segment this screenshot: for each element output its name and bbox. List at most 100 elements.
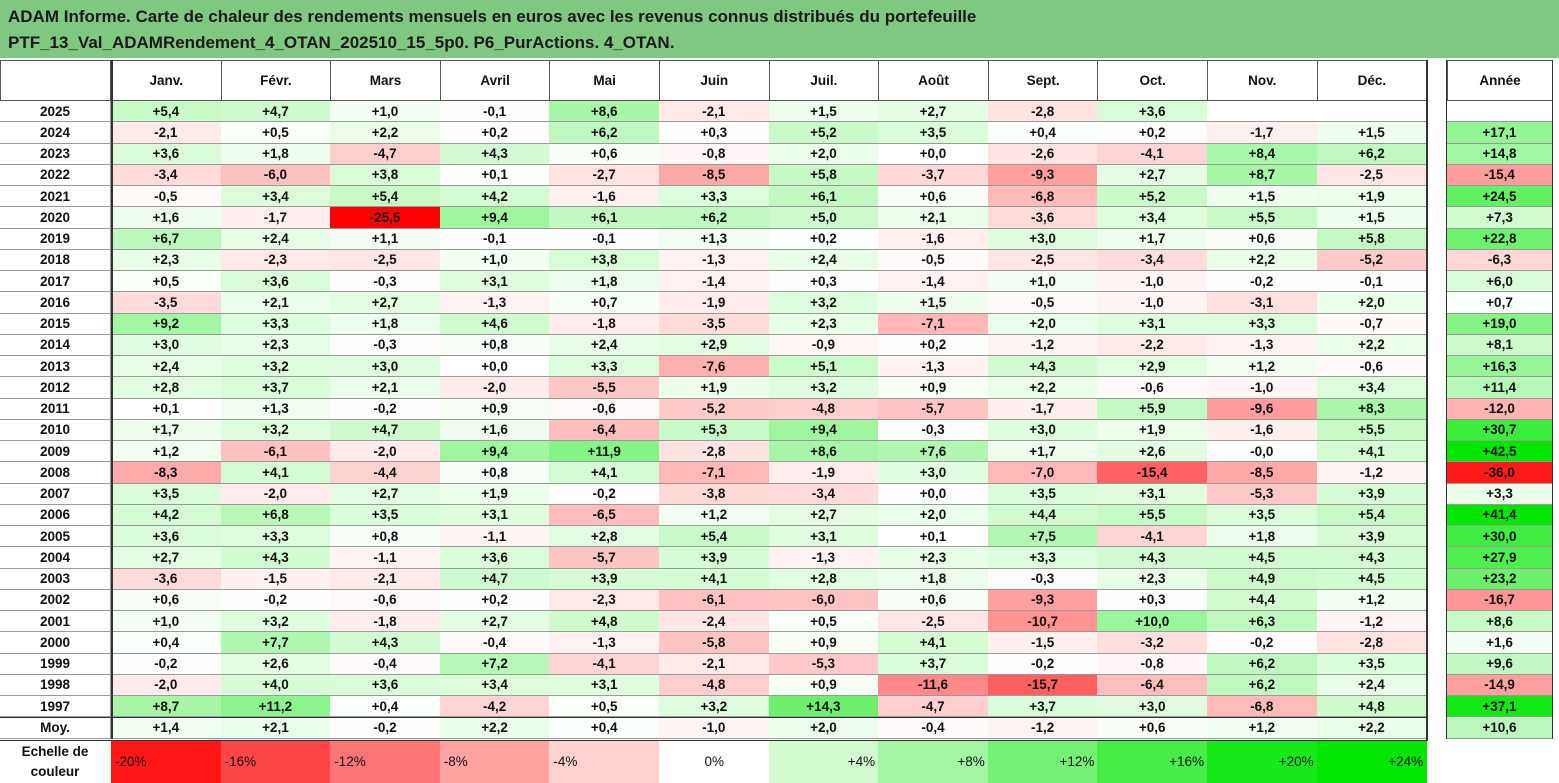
heatmap-cell: -5,3 — [1207, 483, 1318, 505]
heatmap-cell: -5,3 — [768, 653, 880, 675]
heatmap-cell: -4,2 — [439, 696, 551, 718]
heatmap-cell: -7,1 — [659, 462, 770, 484]
heatmap-cell: +2,0 — [1316, 292, 1428, 314]
heatmap-cell: -1,4 — [878, 271, 989, 293]
color-scale-swatch: +8% — [878, 740, 989, 783]
heatmap-cell: +3,7 — [220, 377, 332, 399]
average-cell: +2,2 — [439, 717, 551, 739]
heatmap-cell: -3,6 — [987, 207, 1099, 229]
heatmap-cell: -0,2 — [549, 483, 660, 505]
color-scale-title: Echelle de couleur — [0, 741, 110, 783]
heatmap-cell: -0,5 — [987, 292, 1099, 314]
annual-cell: -14,9 — [1447, 674, 1553, 696]
color-scale-swatch: +24% — [1316, 740, 1428, 783]
heatmap-cell: -1,0 — [1097, 271, 1208, 293]
heatmap-cell: +1,5 — [878, 292, 989, 314]
heatmap-cell: -3,5 — [659, 313, 770, 335]
heatmap-cell: -11,6 — [878, 674, 989, 696]
month-header: Nov. — [1207, 60, 1318, 101]
heatmap-cell: -0,6 — [1316, 356, 1428, 378]
heatmap-cell: -1,4 — [659, 271, 770, 293]
heatmap-cell: -1,7 — [220, 207, 332, 229]
heatmap-cell: +7,6 — [878, 441, 989, 463]
color-scale-swatch: -8% — [439, 740, 551, 783]
year-label: 2014 — [0, 334, 111, 356]
heatmap-cell: +1,2 — [1316, 589, 1428, 611]
heatmap-cell: +3,3 — [220, 526, 332, 548]
heatmap-cell: +2,3 — [111, 249, 222, 271]
year-label: 2006 — [0, 504, 111, 526]
heatmap-cell: -1,8 — [549, 313, 660, 335]
heatmap-cell: -0,3 — [330, 271, 441, 293]
heatmap-cell: -4,8 — [659, 674, 770, 696]
heatmap-cell: +1,7 — [987, 441, 1099, 463]
heatmap-cell: +4,3 — [330, 632, 441, 654]
heatmap-cell: -0,1 — [439, 228, 551, 250]
heatmap-cell: -2,1 — [659, 653, 770, 675]
heatmap-cell: -2,0 — [111, 674, 222, 696]
heatmap-cell: +3,3 — [659, 186, 770, 208]
year-label: 2015 — [0, 313, 111, 335]
heatmap-cell: +0,2 — [768, 228, 880, 250]
heatmap-cell: +0,3 — [659, 122, 770, 144]
heatmap-cell: -7,0 — [987, 462, 1099, 484]
heatmap-cell: +1,9 — [1316, 186, 1428, 208]
heatmap-cell: +5,4 — [659, 526, 770, 548]
annual-cell: +6,0 — [1447, 271, 1553, 293]
year-label: 2022 — [0, 164, 111, 186]
heatmap-cell: +6,2 — [659, 207, 770, 229]
heatmap-cell: +6,3 — [1207, 611, 1318, 633]
heatmap-cell: +0,4 — [987, 122, 1099, 144]
heatmap-cell: -0,2 — [111, 653, 222, 675]
annual-cell: +11,4 — [1447, 377, 1553, 399]
heatmap-cell: +3,6 — [330, 674, 441, 696]
heatmap-cell: +1,0 — [111, 611, 222, 633]
year-label: 2010 — [0, 419, 111, 441]
heatmap-cell: +0,6 — [1207, 228, 1318, 250]
heatmap-cell: +4,3 — [1316, 547, 1428, 569]
annual-cell — [1447, 101, 1553, 123]
heatmap-cell: +0,7 — [549, 292, 660, 314]
heatmap-cell: +0,2 — [878, 334, 989, 356]
heatmap-cell: +3,4 — [1097, 207, 1208, 229]
annual-cell: +42,5 — [1447, 441, 1553, 463]
heatmap-cell: -2,1 — [330, 568, 441, 590]
heatmap-cell: +9,2 — [111, 313, 222, 335]
heatmap-cell: -5,7 — [878, 398, 989, 420]
year-label: 1997 — [0, 696, 111, 718]
heatmap-cell: -3,1 — [1207, 292, 1318, 314]
month-header: Janv. — [111, 60, 222, 101]
annual-cell: +16,3 — [1447, 356, 1553, 378]
year-header-blank — [0, 60, 111, 101]
annual-cell: +27,9 — [1447, 547, 1553, 569]
heatmap-cell: +8,7 — [1207, 164, 1318, 186]
heatmap-cell: +1,5 — [1207, 186, 1318, 208]
heatmap-cell: +2,2 — [987, 377, 1099, 399]
heatmap-cell: +3,2 — [220, 356, 332, 378]
average-cell: +2,0 — [768, 717, 880, 739]
annual-cell: +17,1 — [1447, 122, 1553, 144]
year-label: 2025 — [0, 101, 111, 123]
heatmap-cell: +1,8 — [549, 271, 660, 293]
year-label: 2021 — [0, 186, 111, 208]
color-scale-swatch: -16% — [220, 740, 332, 783]
heatmap-cell: +3,2 — [768, 377, 880, 399]
average-cell: +1,2 — [1207, 717, 1318, 739]
heatmap-cell: +11,9 — [549, 441, 660, 463]
annual-cell: -16,7 — [1447, 589, 1553, 611]
heatmap-cell: +0,6 — [549, 143, 660, 165]
heatmap-cell: -4,7 — [330, 143, 441, 165]
heatmap-cell: +3,6 — [111, 143, 222, 165]
heatmap-cell: +3,0 — [987, 419, 1099, 441]
heatmap-cell: +0,3 — [768, 271, 880, 293]
heatmap-cell: +5,5 — [1316, 419, 1428, 441]
heatmap-cell: +5,3 — [659, 419, 770, 441]
heatmap-cell: +1,6 — [439, 419, 551, 441]
annual-cell: +3,3 — [1447, 483, 1553, 505]
heatmap-cell: +1,9 — [659, 377, 770, 399]
heatmap-cell: +4,6 — [439, 313, 551, 335]
year-label: 2019 — [0, 228, 111, 250]
year-label: 2009 — [0, 441, 111, 463]
heatmap-cell: +3,4 — [220, 186, 332, 208]
heatmap-cell: -1,3 — [1207, 334, 1318, 356]
